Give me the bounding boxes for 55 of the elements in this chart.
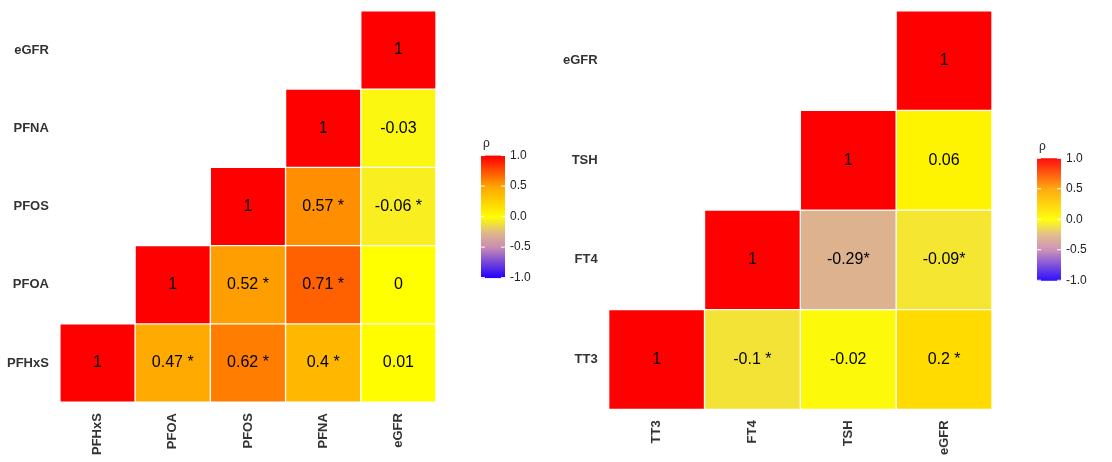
- data-label: 0.52 *: [227, 275, 269, 293]
- x-tick-label: eGFR: [389, 412, 405, 448]
- x-tick-label: TSH: [839, 420, 855, 447]
- data-label: 0.71 *: [302, 275, 345, 293]
- data-label: 1: [652, 349, 662, 367]
- color-bar-label: -1.0: [1066, 272, 1087, 287]
- y-tick-label: PFOS: [13, 198, 50, 214]
- y-tick-label: PFOA: [12, 276, 50, 292]
- color-bar-label: 0.0: [1066, 211, 1084, 226]
- x-tick-label: FT4: [744, 419, 759, 444]
- data-label: -0.29*: [826, 250, 870, 268]
- data-label: 1: [243, 196, 253, 214]
- color-bar-label: 0.0: [510, 208, 528, 223]
- color-bar-label: -0.5: [510, 239, 531, 254]
- data-label: 1: [843, 150, 853, 168]
- color-bar-label: 0.5: [510, 178, 528, 193]
- data-label: -0.02: [830, 349, 867, 367]
- y-tick-label: TT3: [574, 351, 598, 367]
- data-label: 0.62 *: [227, 353, 269, 371]
- data-label: 0.4 *: [306, 353, 340, 371]
- data-label: 0.2 *: [927, 349, 961, 367]
- y-tick-label: eGFR: [563, 52, 599, 68]
- data-label: 1: [747, 250, 757, 268]
- data-label: 1: [393, 40, 403, 58]
- data-label: 1: [93, 353, 103, 371]
- color-bar-label: 0.5: [1066, 181, 1084, 196]
- x-tick-label: PFOS: [239, 412, 255, 449]
- data-label: 0.47 *: [151, 353, 194, 371]
- data-label: 0.57 *: [302, 196, 345, 214]
- data-label: -0.03: [380, 118, 417, 136]
- x-tick-label: PFNA: [314, 412, 330, 449]
- color-bar-title: ρ: [483, 135, 490, 150]
- y-tick-label: PFHxS: [6, 354, 50, 370]
- color-bar-label: -1.0: [510, 269, 531, 284]
- data-label: 0: [393, 275, 403, 293]
- data-label: 1: [168, 275, 178, 293]
- color-bar-label: 1.0: [510, 147, 528, 162]
- data-label: 1: [939, 51, 949, 69]
- data-label: -0.09*: [922, 250, 966, 268]
- color-bar-label: 1.0: [1066, 150, 1084, 165]
- x-tick-label: TT3: [648, 420, 664, 444]
- x-tick-label: eGFR: [935, 419, 951, 455]
- x-tick-label: PFOA: [164, 412, 180, 450]
- data-label: 1: [318, 118, 328, 136]
- data-label: 0.06: [928, 150, 960, 168]
- y-tick-label: PFNA: [13, 119, 50, 135]
- data-label: -0.1 *: [733, 349, 772, 367]
- y-tick-label: eGFR: [14, 41, 50, 57]
- y-tick-label: FT4: [574, 251, 599, 267]
- data-label: -0.06 *: [374, 196, 422, 214]
- x-tick-label: PFHxS: [89, 412, 105, 456]
- y-tick-label: TSH: [571, 151, 598, 167]
- color-bar-label: -0.5: [1066, 242, 1087, 257]
- data-label: 0.01: [382, 353, 415, 371]
- color-bar-title: ρ: [1039, 138, 1046, 153]
